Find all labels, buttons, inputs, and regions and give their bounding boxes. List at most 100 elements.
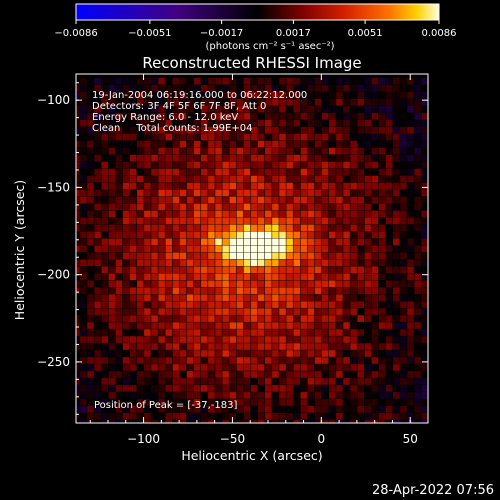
heatmap-cell (421, 357, 428, 364)
heatmap-cell (350, 126, 357, 134)
heatmap-cell (172, 119, 180, 127)
heatmap-cell (414, 273, 421, 281)
heatmap-cell (80, 98, 87, 106)
heatmap-cell (329, 189, 336, 197)
heatmap-cell (272, 315, 279, 322)
heatmap-cell (94, 371, 101, 378)
heatmap-cell (286, 357, 293, 364)
heatmap-cell (371, 217, 379, 225)
heatmap-cell (172, 371, 180, 378)
heatmap-cell (407, 147, 414, 155)
heatmap-cell (179, 112, 187, 120)
heatmap-cell (286, 399, 293, 406)
heatmap-cell (129, 105, 137, 113)
heatmap-cell (300, 301, 308, 308)
heatmap-cell (293, 140, 301, 148)
heatmap-cell (215, 77, 222, 85)
heatmap-cell (144, 378, 151, 385)
heatmap-cell (314, 147, 322, 155)
heatmap-cell (229, 273, 237, 281)
heatmap-cell (144, 98, 151, 106)
heatmap-cell (414, 413, 421, 420)
heatmap-cell (250, 273, 258, 281)
heatmap-cell (208, 196, 215, 204)
heatmap-cell (307, 245, 315, 253)
heatmap-cell (243, 168, 251, 176)
heatmap-cell (215, 168, 222, 176)
heatmap-cell (122, 413, 130, 420)
heatmap-cell (108, 140, 116, 148)
heatmap-cell (393, 364, 400, 371)
heatmap-cell (201, 175, 208, 183)
heatmap-cell (393, 280, 400, 287)
heatmap-cell (421, 322, 428, 329)
heatmap-cell (208, 343, 215, 350)
heatmap-cell (208, 217, 215, 225)
heatmap-cell (329, 238, 336, 246)
heatmap-cell (257, 203, 265, 211)
heatmap-cell (201, 77, 208, 85)
heatmap-cell (336, 196, 343, 204)
heatmap-cell (300, 203, 308, 211)
heatmap-cell (250, 378, 258, 385)
heatmap-cell (137, 420, 144, 423)
heatmap-cell (272, 245, 279, 253)
heatmap-cell (165, 105, 173, 113)
heatmap-cell (393, 140, 400, 148)
heatmap-cell (243, 350, 251, 357)
heatmap-cell (314, 84, 322, 92)
heatmap-cell (371, 168, 379, 176)
heatmap-cell (378, 294, 386, 301)
heatmap-cell (250, 77, 258, 85)
heatmap-cell (385, 231, 393, 239)
heatmap-cell (151, 168, 158, 176)
heatmap-cell (393, 112, 400, 120)
heatmap-cell (265, 350, 272, 357)
heatmap-cell (286, 364, 293, 371)
heatmap-cell (129, 238, 137, 246)
heatmap-cell (108, 105, 116, 113)
heatmap-cell (414, 154, 421, 162)
heatmap-cell (243, 259, 251, 267)
heatmap-cell (94, 378, 101, 385)
heatmap-cell (137, 210, 144, 218)
heatmap-cell (336, 77, 343, 85)
heatmap-cell (144, 252, 151, 260)
heatmap-cell (321, 182, 329, 190)
heatmap-cell (250, 301, 258, 308)
heatmap-cell (357, 287, 365, 294)
heatmap-cell (193, 238, 201, 246)
heatmap-cell (186, 357, 194, 364)
heatmap-cell (307, 273, 315, 281)
heatmap-cell (236, 112, 244, 120)
heatmap-cell (371, 112, 379, 120)
heatmap-cell (129, 91, 137, 99)
heatmap-cell (272, 217, 279, 225)
heatmap-cell (343, 385, 350, 392)
heatmap-cell (307, 364, 315, 371)
heatmap-cell (329, 315, 336, 322)
heatmap-cell (293, 84, 301, 92)
heatmap-cell (286, 217, 293, 225)
heatmap-cell (129, 126, 137, 134)
heatmap-cell (222, 133, 229, 141)
heatmap-cell (115, 385, 123, 392)
heatmap-cell (222, 154, 229, 162)
heatmap-cell (385, 91, 393, 99)
heatmap-cell (172, 336, 180, 343)
heatmap-cell (293, 147, 301, 155)
heatmap-cell (385, 301, 393, 308)
heatmap-cell (193, 399, 201, 406)
heatmap-cell (186, 154, 194, 162)
heatmap-cell (115, 266, 123, 274)
heatmap-cell (307, 322, 315, 329)
heatmap-cell (336, 406, 343, 413)
heatmap-cell (343, 196, 350, 204)
heatmap-cell (300, 259, 308, 267)
heatmap-cell (179, 266, 187, 274)
heatmap-cell (186, 406, 194, 413)
heatmap-cell (76, 322, 80, 329)
heatmap-cell (371, 203, 379, 211)
heatmap-cell (115, 357, 123, 364)
heatmap-cell (101, 259, 109, 267)
